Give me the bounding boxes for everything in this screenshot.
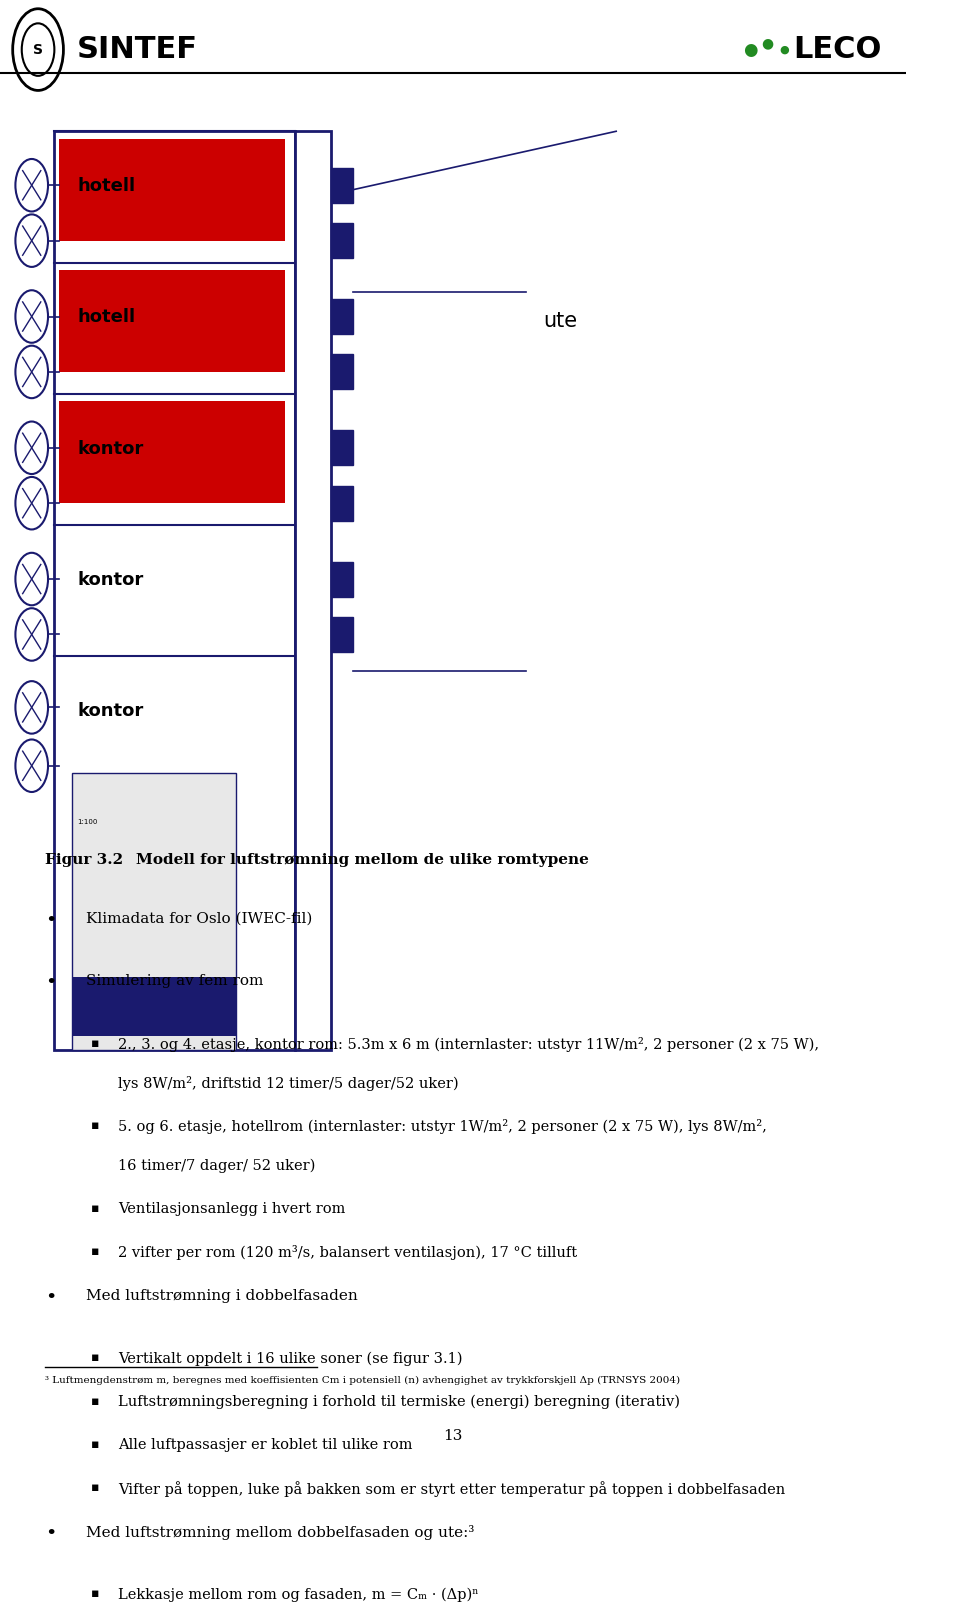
Bar bbox=[59, 402, 285, 504]
Text: S: S bbox=[33, 42, 43, 57]
Text: 5. og 6. etasje, hotellrom (internlaster: utstyr 1W/m², 2 personer (2 x 75 W), l: 5. og 6. etasje, hotellrom (internlaster… bbox=[118, 1119, 767, 1134]
Bar bbox=[331, 562, 353, 596]
Text: ●: ● bbox=[743, 40, 757, 58]
Text: hotell: hotell bbox=[77, 177, 135, 194]
Text: hotell: hotell bbox=[77, 308, 135, 326]
Text: •: • bbox=[45, 1290, 57, 1307]
Bar bbox=[331, 431, 353, 465]
Text: Ventilasjonsanlegg i hvert rom: Ventilasjonsanlegg i hvert rom bbox=[118, 1202, 346, 1217]
Text: lys 8W/m², driftstid 12 timer/5 dager/52 uker): lys 8W/m², driftstid 12 timer/5 dager/52… bbox=[118, 1076, 459, 1092]
Text: Luftstrømningsberegning i forhold til termiske (energi) beregning (iterativ): Luftstrømningsberegning i forhold til te… bbox=[118, 1395, 680, 1409]
Text: ▪: ▪ bbox=[90, 1037, 99, 1050]
Text: 1:100: 1:100 bbox=[77, 820, 97, 825]
Text: ▪: ▪ bbox=[90, 1351, 99, 1364]
Text: Lekkasje mellom rom og fasaden, m = Cₘ · (Δp)ⁿ: Lekkasje mellom rom og fasaden, m = Cₘ ·… bbox=[118, 1588, 478, 1602]
Text: Med luftstrømning mellom dobbelfasaden og ute:³: Med luftstrømning mellom dobbelfasaden o… bbox=[86, 1524, 474, 1539]
Text: ▪: ▪ bbox=[90, 1481, 99, 1494]
Bar bbox=[59, 664, 285, 766]
Bar bbox=[331, 355, 353, 389]
Text: LECO: LECO bbox=[793, 36, 881, 65]
Text: Klimadata for Oslo (IWEC-fil): Klimadata for Oslo (IWEC-fil) bbox=[86, 912, 312, 925]
Bar bbox=[59, 533, 285, 635]
Text: 2., 3. og 4. etasje, kontor rom: 5.3m x 6 m (internlaster: utstyr 11W/m², 2 pers: 2., 3. og 4. etasje, kontor rom: 5.3m x … bbox=[118, 1037, 819, 1051]
Text: ▪: ▪ bbox=[90, 1119, 99, 1132]
Text: •: • bbox=[45, 1524, 57, 1542]
Bar bbox=[73, 977, 235, 1035]
Text: 16 timer/7 dager/ 52 uker): 16 timer/7 dager/ 52 uker) bbox=[118, 1158, 315, 1173]
Text: Figur 3.2: Figur 3.2 bbox=[45, 854, 124, 867]
Text: Vertikalt oppdelt i 16 ulike soner (se figur 3.1): Vertikalt oppdelt i 16 ulike soner (se f… bbox=[118, 1351, 463, 1366]
Bar bbox=[331, 300, 353, 334]
Text: ●: ● bbox=[780, 45, 789, 55]
Text: 2 vifter per rom (120 m³/s, balansert ventilasjon), 17 °C tilluft: 2 vifter per rom (120 m³/s, balansert ve… bbox=[118, 1246, 577, 1260]
Text: 13: 13 bbox=[444, 1429, 463, 1443]
Bar bbox=[59, 271, 285, 373]
Text: ▪: ▪ bbox=[90, 1202, 99, 1215]
Text: Vifter på toppen, luke på bakken som er styrt etter temperatur på toppen i dobbe: Vifter på toppen, luke på bakken som er … bbox=[118, 1481, 785, 1497]
Text: Modell for luftstrømning mellom de ulike romtypene: Modell for luftstrømning mellom de ulike… bbox=[136, 854, 588, 867]
Bar bbox=[331, 617, 353, 651]
Text: •: • bbox=[45, 912, 57, 930]
Text: ³ Luftmengdenstrøm m, beregnes med koeffisienten Cm i potensiell (n) avhengighet: ³ Luftmengdenstrøm m, beregnes med koeff… bbox=[45, 1375, 681, 1385]
Text: SINTEF: SINTEF bbox=[77, 36, 198, 65]
Bar bbox=[55, 131, 295, 1050]
Text: Med luftstrømning i dobbelfasaden: Med luftstrømning i dobbelfasaden bbox=[86, 1290, 358, 1302]
Text: ▪: ▪ bbox=[90, 1395, 99, 1408]
Text: ▪: ▪ bbox=[90, 1246, 99, 1259]
Text: ▪: ▪ bbox=[90, 1439, 99, 1452]
Bar bbox=[331, 168, 353, 202]
Bar bbox=[295, 131, 331, 1050]
Text: ●: ● bbox=[761, 37, 774, 50]
Text: kontor: kontor bbox=[77, 701, 143, 719]
Bar bbox=[331, 486, 353, 520]
Bar bbox=[59, 139, 285, 241]
Text: Alle luftpassasjer er koblet til ulike rom: Alle luftpassasjer er koblet til ulike r… bbox=[118, 1439, 412, 1452]
Text: kontor: kontor bbox=[77, 439, 143, 457]
Bar bbox=[73, 773, 235, 1050]
Bar bbox=[331, 224, 353, 258]
Text: kontor: kontor bbox=[77, 570, 143, 588]
Text: Simulering av fem rom: Simulering av fem rom bbox=[86, 974, 263, 988]
Text: ute: ute bbox=[543, 311, 578, 330]
Text: •: • bbox=[45, 974, 57, 991]
Text: ▪: ▪ bbox=[90, 1588, 99, 1601]
